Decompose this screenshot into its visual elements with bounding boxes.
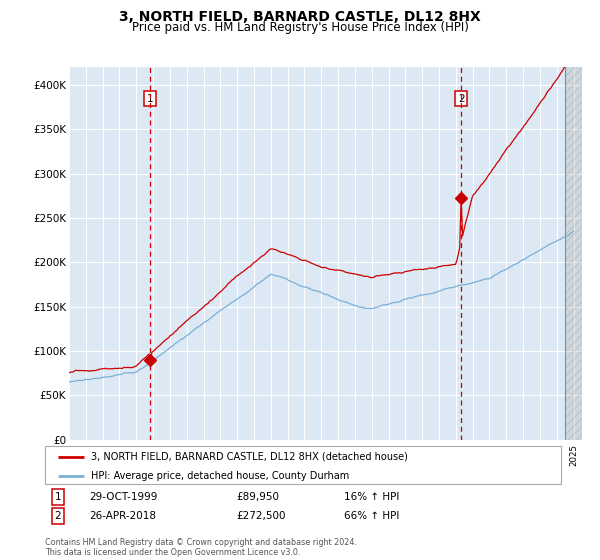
Text: 1: 1 [55, 492, 61, 502]
Text: 3, NORTH FIELD, BARNARD CASTLE, DL12 8HX (detached house): 3, NORTH FIELD, BARNARD CASTLE, DL12 8HX… [91, 452, 409, 462]
Text: 2: 2 [458, 94, 464, 104]
FancyBboxPatch shape [45, 446, 561, 484]
Text: 16% ↑ HPI: 16% ↑ HPI [344, 492, 400, 502]
Text: Price paid vs. HM Land Registry's House Price Index (HPI): Price paid vs. HM Land Registry's House … [131, 21, 469, 34]
Text: 1: 1 [147, 94, 154, 104]
Text: 66% ↑ HPI: 66% ↑ HPI [344, 511, 400, 521]
Text: 2: 2 [55, 511, 61, 521]
Text: Contains HM Land Registry data © Crown copyright and database right 2024.
This d: Contains HM Land Registry data © Crown c… [45, 538, 357, 557]
Text: £89,950: £89,950 [236, 492, 279, 502]
Text: 3, NORTH FIELD, BARNARD CASTLE, DL12 8HX: 3, NORTH FIELD, BARNARD CASTLE, DL12 8HX [119, 10, 481, 24]
Text: HPI: Average price, detached house, County Durham: HPI: Average price, detached house, Coun… [91, 471, 350, 481]
Text: 26-APR-2018: 26-APR-2018 [89, 511, 156, 521]
Text: 29-OCT-1999: 29-OCT-1999 [89, 492, 157, 502]
Text: £272,500: £272,500 [236, 511, 286, 521]
